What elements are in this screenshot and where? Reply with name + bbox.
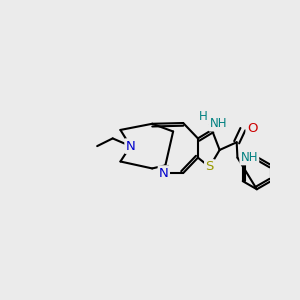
- Text: N: N: [159, 167, 169, 180]
- Text: N: N: [126, 140, 135, 153]
- Text: S: S: [206, 160, 214, 173]
- Text: H: H: [199, 110, 208, 123]
- Text: NH: NH: [241, 151, 258, 164]
- Text: O: O: [247, 122, 257, 135]
- Text: NH: NH: [210, 117, 227, 130]
